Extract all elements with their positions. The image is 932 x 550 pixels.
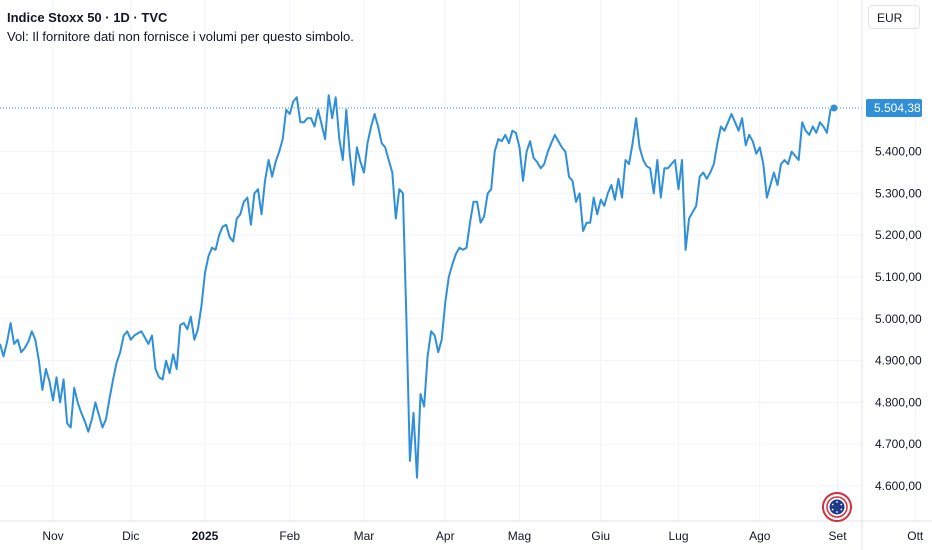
y-tick-label: 4.900,00	[875, 354, 922, 368]
x-tick-label: Ago	[749, 529, 771, 543]
x-tick-label: Mag	[508, 529, 531, 543]
y-tick-label: 5.400,00	[875, 145, 922, 159]
time-axis[interactable]: Nov Dic 2025 Feb Mar Apr Mag Giu Lug Ago Set Ott	[42, 529, 924, 543]
svg-text:5.504,38: 5.504,38	[874, 101, 921, 115]
y-tick-label: 5.000,00	[875, 312, 922, 326]
price-axis[interactable]: 4.600,00 4.700,00 4.800,00 4.900,00 5.000,00…	[875, 145, 922, 493]
chart-grid	[0, 0, 916, 521]
x-tick-label: Nov	[42, 529, 63, 543]
x-tick-label: Set	[829, 529, 848, 543]
x-tick-label: Giu	[591, 529, 610, 543]
y-tick-label: 4.700,00	[875, 437, 922, 451]
volume-note: Vol: Il fornitore dati non fornisce i vo…	[7, 29, 354, 44]
y-tick-label: 5.100,00	[875, 270, 922, 284]
x-tick-label: Apr	[436, 529, 455, 543]
x-tick-label: 2025	[192, 529, 219, 543]
series-line	[0, 94, 835, 479]
x-tick-label: Ott	[907, 529, 924, 543]
x-tick-label: Feb	[279, 529, 300, 543]
x-tick-label: Mar	[354, 529, 375, 543]
y-tick-label: 4.600,00	[875, 479, 922, 493]
last-price-tag: 5.504,38	[866, 98, 922, 117]
y-tick-label: 4.800,00	[875, 395, 922, 409]
x-tick-label: Dic	[122, 529, 139, 543]
last-point-marker	[830, 104, 838, 112]
symbol-title[interactable]: Indice Stoxx 50 · 1D · TVC	[7, 10, 168, 25]
y-tick-label: 5.200,00	[875, 228, 922, 242]
tradingview-logo-icon[interactable]	[822, 492, 852, 522]
chart-legend: Indice Stoxx 50 · 1D · TVC Vol: Il forni…	[7, 8, 354, 46]
currency-button[interactable]: EUR	[868, 5, 920, 29]
y-tick-label: 5.300,00	[875, 186, 922, 200]
x-tick-label: Lug	[668, 529, 688, 543]
